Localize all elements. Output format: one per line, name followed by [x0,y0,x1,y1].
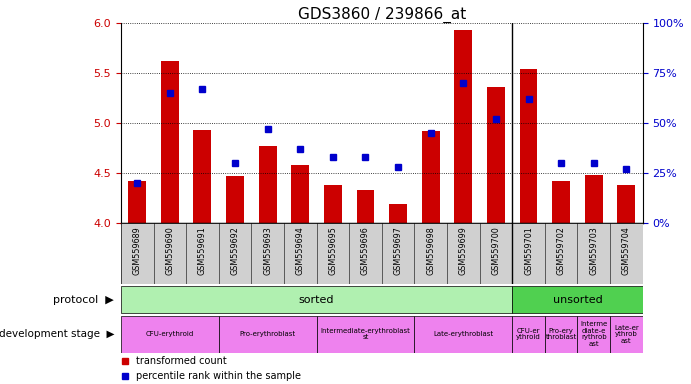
FancyBboxPatch shape [545,316,578,353]
Bar [357,190,375,223]
Bar [454,30,472,223]
Text: GSM559698: GSM559698 [426,226,435,275]
FancyBboxPatch shape [512,286,643,313]
FancyBboxPatch shape [121,316,219,353]
Text: Late-er
ythrob
ast: Late-er ythrob ast [614,324,638,344]
Bar [226,176,244,223]
FancyBboxPatch shape [512,316,545,353]
Bar [552,181,570,223]
Bar [292,165,310,223]
Text: GSM559694: GSM559694 [296,226,305,275]
Text: GSM559692: GSM559692 [231,226,240,275]
Text: GSM559702: GSM559702 [557,226,566,275]
Text: GSM559695: GSM559695 [328,226,337,275]
FancyBboxPatch shape [316,316,415,353]
Text: development stage  ▶: development stage ▶ [0,329,114,339]
Text: Late-erythroblast: Late-erythroblast [433,331,493,337]
Text: GSM559689: GSM559689 [133,226,142,275]
Text: GSM559699: GSM559699 [459,226,468,275]
Text: GSM559690: GSM559690 [165,226,174,275]
Text: GSM559693: GSM559693 [263,226,272,275]
Bar [258,146,276,223]
Text: GSM559700: GSM559700 [491,226,500,275]
Bar [520,69,538,223]
FancyBboxPatch shape [219,316,316,353]
Bar [585,175,603,223]
Bar [129,181,146,223]
Bar [617,185,635,223]
Text: GSM559697: GSM559697 [394,226,403,275]
Text: CFU-er
ythroid: CFU-er ythroid [516,328,541,340]
Text: Interme
diate-e
rythrob
ast: Interme diate-e rythrob ast [580,321,607,347]
Text: CFU-erythroid: CFU-erythroid [146,331,194,337]
Title: GDS3860 / 239866_at: GDS3860 / 239866_at [298,7,466,23]
Bar [389,204,407,223]
Text: transformed count: transformed count [135,356,226,366]
FancyBboxPatch shape [121,286,512,313]
Text: GSM559703: GSM559703 [589,226,598,275]
Text: GSM559701: GSM559701 [524,226,533,275]
Bar [487,87,505,223]
Text: sorted: sorted [299,295,334,305]
FancyBboxPatch shape [578,316,610,353]
Bar [161,61,179,223]
Text: GSM559704: GSM559704 [622,226,631,275]
Text: percentile rank within the sample: percentile rank within the sample [135,371,301,381]
Text: protocol  ▶: protocol ▶ [53,295,114,305]
Bar [422,131,439,223]
FancyBboxPatch shape [121,223,643,284]
FancyBboxPatch shape [415,316,512,353]
Bar [193,130,211,223]
Bar [324,185,342,223]
Text: unsorted: unsorted [553,295,603,305]
Text: Pro-erythroblast: Pro-erythroblast [240,331,296,337]
FancyBboxPatch shape [610,316,643,353]
Text: Pro-ery
throblast: Pro-ery throblast [545,328,577,340]
Text: Intermediate-erythroblast
st: Intermediate-erythroblast st [321,328,410,340]
Text: GSM559691: GSM559691 [198,226,207,275]
Text: GSM559696: GSM559696 [361,226,370,275]
